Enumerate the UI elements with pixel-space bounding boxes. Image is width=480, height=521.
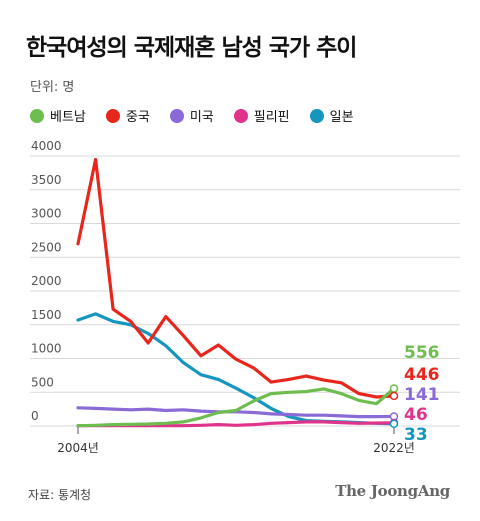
- legend-swatch-japan: [309, 108, 324, 123]
- legend-swatch-philippines: [233, 108, 248, 123]
- y-tick-label-2000: 2000: [31, 274, 62, 288]
- end-label-usa: 141: [404, 385, 440, 405]
- legend-item-vietnam: 베트남: [30, 106, 86, 125]
- legend-swatch-usa: [169, 108, 184, 123]
- chart-legend: 베트남 중국 미국 필리핀 일본: [30, 106, 374, 125]
- source-note: 자료: 통계청: [28, 488, 92, 502]
- end-label-vietnam: 556: [404, 343, 440, 363]
- legend-swatch-vietnam: [30, 108, 44, 123]
- y-tick-label-500: 500: [31, 375, 54, 389]
- series-line-china: [76, 157, 396, 399]
- y-tick-label-1000: 1000: [31, 342, 62, 356]
- end-marker-vietnam: [389, 384, 399, 393]
- series-line-japan: [76, 312, 396, 426]
- y-tick-label-1500: 1500: [31, 308, 62, 322]
- legend-label-philippines: 필리핀: [253, 110, 290, 125]
- series-line-vietnam: [76, 386, 396, 428]
- end-label-japan: 33: [404, 425, 428, 445]
- legend-item-japan: 일본: [309, 106, 354, 125]
- y-tick-label-3500: 3500: [31, 173, 62, 187]
- x-tick-label-2004: 2004년: [57, 441, 99, 455]
- y-tick-label-3000: 3000: [31, 207, 62, 221]
- publisher-logo: The JoongAng: [335, 482, 450, 500]
- y-tick-label-4000: 4000: [31, 139, 62, 153]
- end-marker-china: [389, 391, 399, 401]
- y-tick-label-2500: 2500: [31, 240, 62, 254]
- legend-label-japan: 일본: [329, 110, 354, 125]
- end-label-philippines: 46: [404, 405, 428, 425]
- legend-label-china: 중국: [125, 110, 150, 125]
- legend-label-vietnam: 베트남: [50, 110, 86, 125]
- y-tick-label-0: 0: [31, 409, 39, 423]
- x-tick-label-2022: 2022년: [373, 441, 415, 455]
- legend-item-china: 중국: [105, 106, 150, 125]
- legend-item-usa: 미국: [169, 106, 214, 125]
- end-label-china: 446: [404, 365, 440, 385]
- legend-swatch-china: [105, 108, 120, 123]
- legend-label-usa: 미국: [189, 110, 214, 125]
- end-marker-japan: [389, 419, 399, 429]
- unit-label: 단위: 명: [30, 80, 75, 95]
- chart-title: 한국여성의 국제재혼 남성 국가 추이: [26, 35, 357, 61]
- legend-item-philippines: 필리핀: [233, 106, 290, 125]
